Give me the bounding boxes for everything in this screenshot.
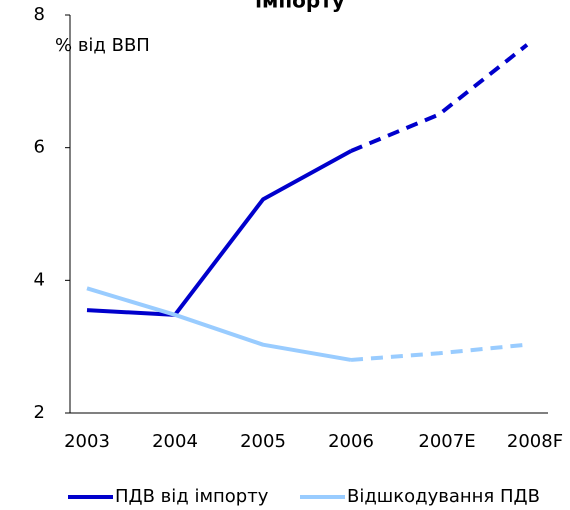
series-line: [86, 286, 352, 362]
series-line: [86, 149, 352, 317]
x-tick-label: 2003: [64, 431, 110, 452]
x-tick-label: 2008F: [507, 431, 563, 452]
y-tick-label: 4: [34, 269, 45, 290]
y-tick-label: 6: [34, 137, 45, 158]
y-tick-label: 2: [34, 402, 45, 423]
x-tick-label: 2007E: [418, 431, 475, 452]
x-tick-label: 2004: [152, 431, 198, 452]
chart-title: імпорту: [255, 0, 345, 13]
forecast-line: [350, 342, 528, 362]
x-tick-label: 2005: [240, 431, 286, 452]
legend-label: ПДВ від імпорту: [115, 486, 269, 507]
x-tick-label: 2006: [328, 431, 374, 452]
y-tick-label: 8: [34, 4, 45, 25]
forecast-line: [350, 43, 529, 153]
legend-label: Відшкодування ПДВ: [347, 486, 540, 507]
annotation: % від ВВП: [55, 35, 150, 56]
